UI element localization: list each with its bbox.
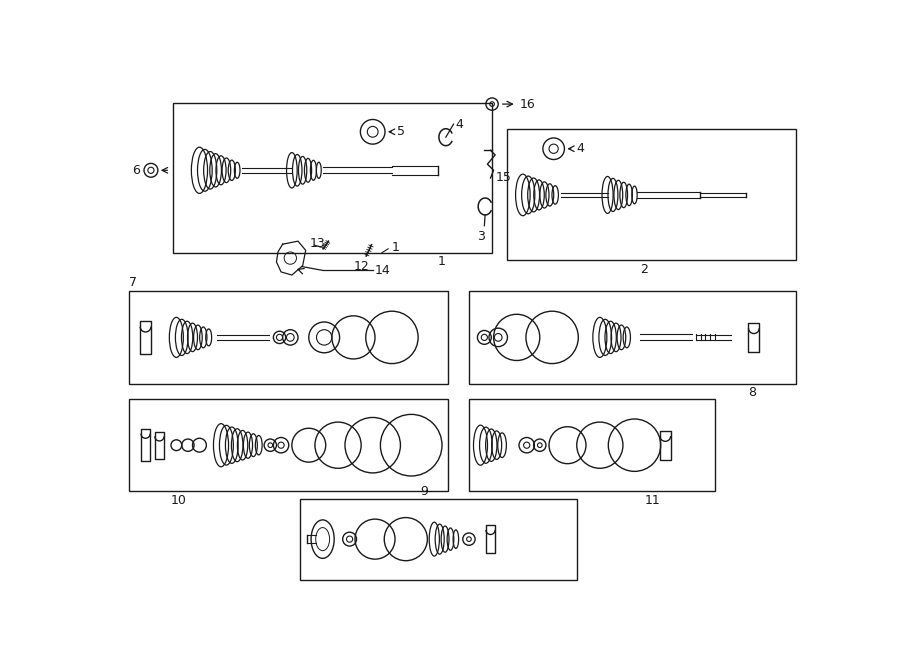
Text: 15: 15 <box>496 171 512 185</box>
Text: 8: 8 <box>748 386 756 399</box>
Bar <box>300 499 577 580</box>
Text: 10: 10 <box>170 494 186 506</box>
Text: 2: 2 <box>640 263 648 275</box>
Text: 4: 4 <box>455 118 463 130</box>
Bar <box>173 103 492 253</box>
Bar <box>155 432 164 459</box>
Text: 16: 16 <box>520 97 536 111</box>
Text: 1: 1 <box>438 255 446 268</box>
Text: 3: 3 <box>477 230 485 242</box>
Bar <box>129 291 448 383</box>
Text: 12: 12 <box>354 260 369 273</box>
Bar <box>141 429 150 461</box>
Bar <box>660 430 670 460</box>
Text: 14: 14 <box>375 264 391 277</box>
Bar <box>129 399 448 491</box>
Bar <box>486 525 495 553</box>
Bar <box>508 130 796 260</box>
Text: 9: 9 <box>420 485 428 498</box>
Text: 4: 4 <box>577 142 585 156</box>
Text: 5: 5 <box>397 125 405 138</box>
Text: 6: 6 <box>131 164 140 177</box>
Bar <box>749 323 760 352</box>
Text: 13: 13 <box>310 237 325 250</box>
Text: 7: 7 <box>129 276 137 289</box>
Bar <box>140 321 151 354</box>
Bar <box>469 291 796 383</box>
Text: 1: 1 <box>392 241 400 254</box>
Bar <box>469 399 716 491</box>
Text: 11: 11 <box>644 494 661 506</box>
